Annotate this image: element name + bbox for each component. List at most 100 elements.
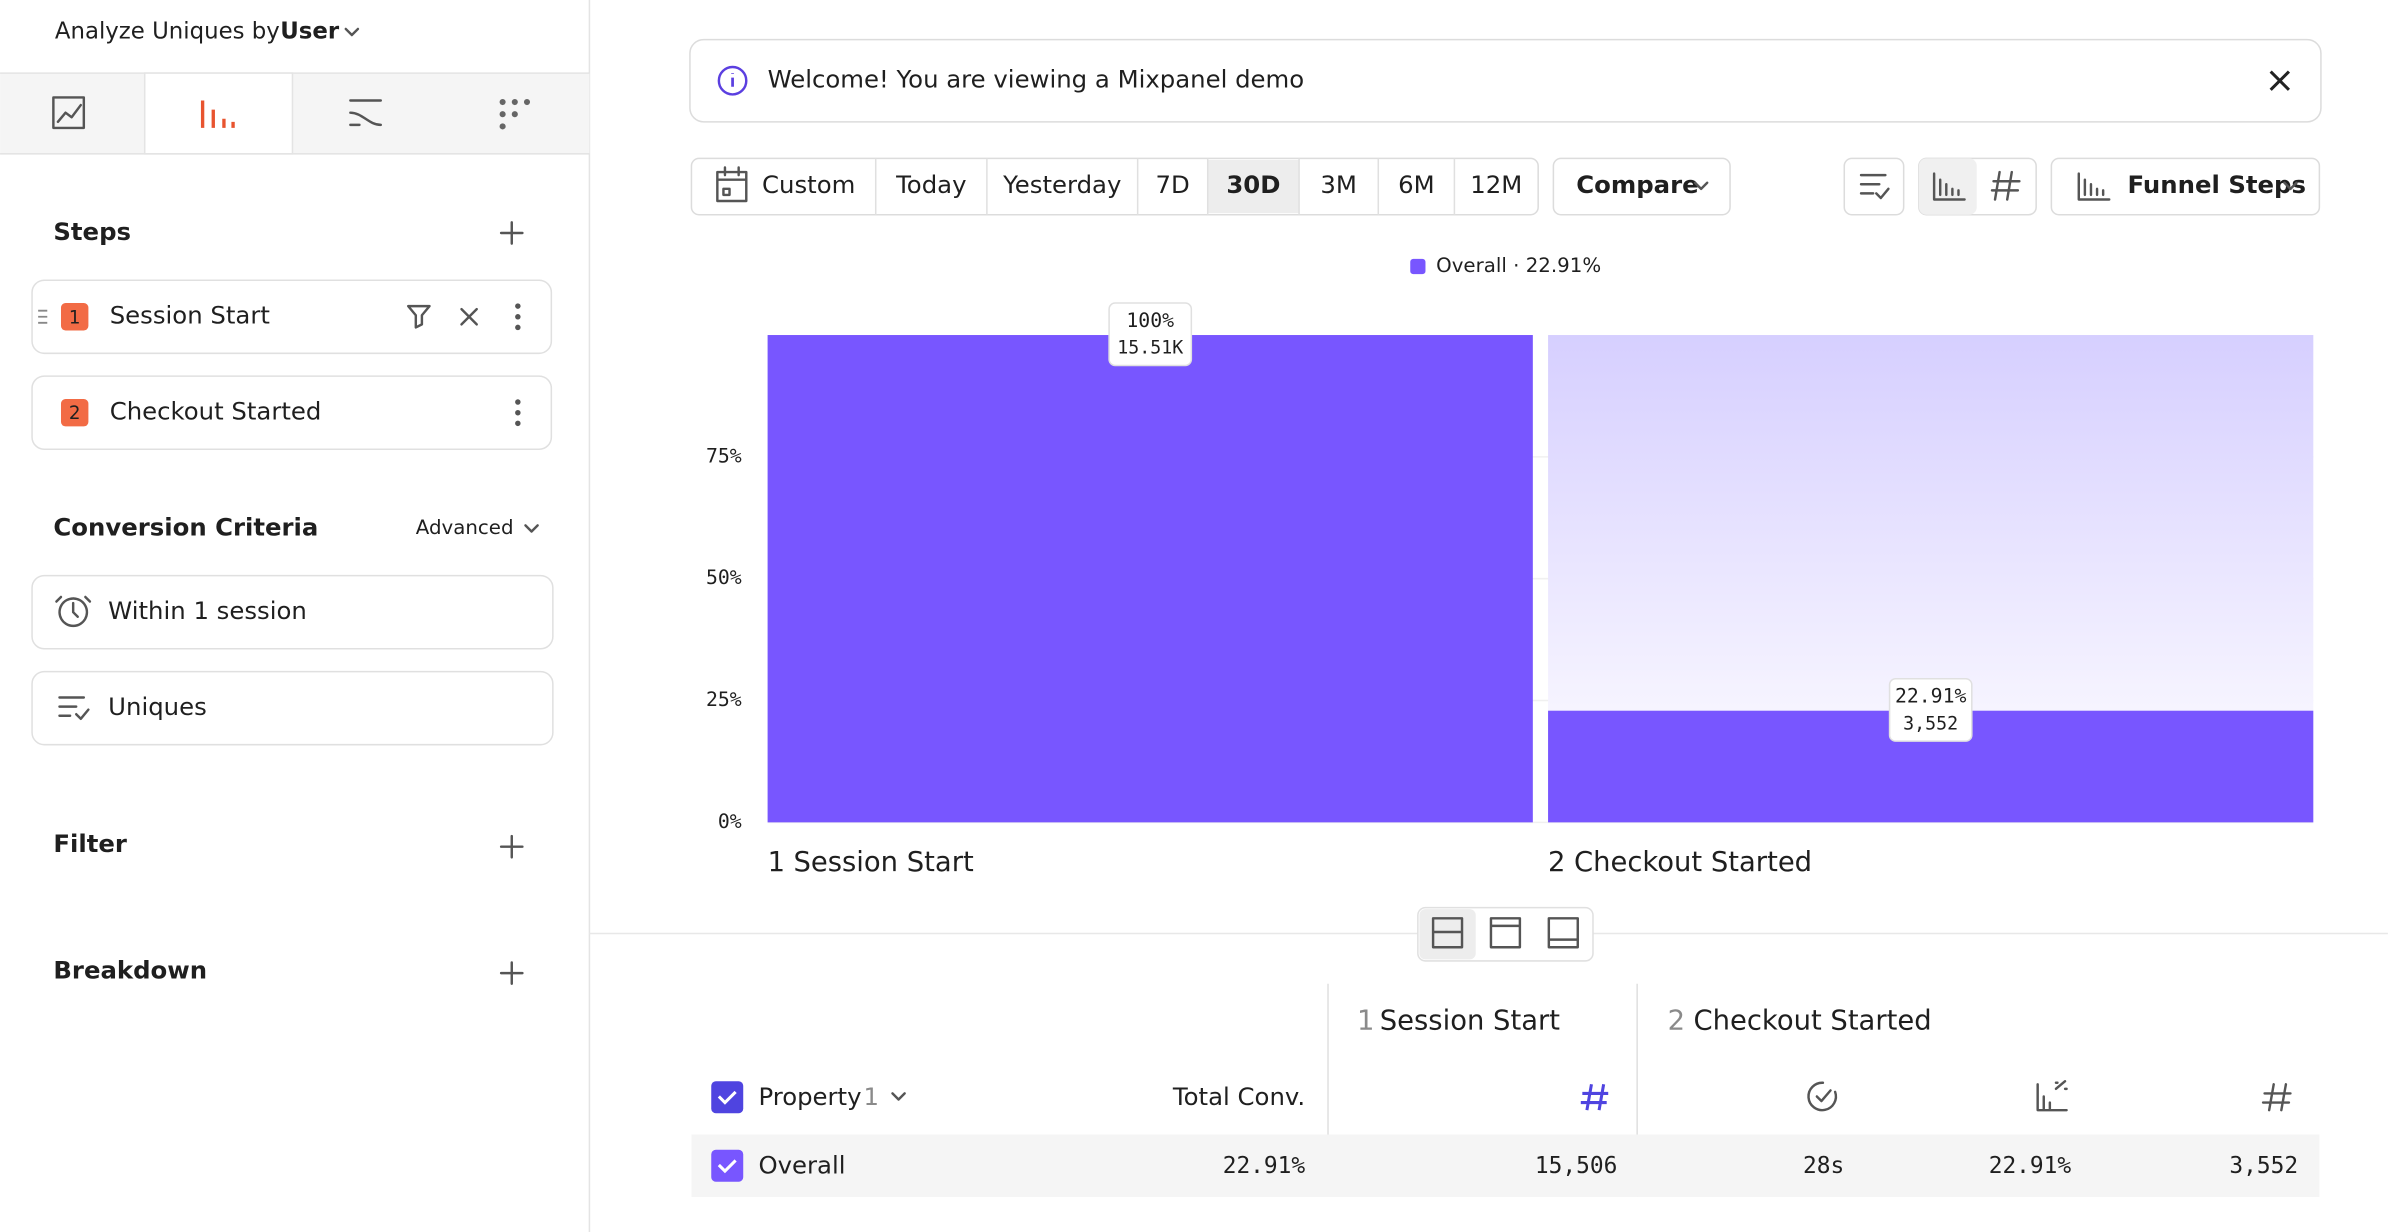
property-header[interactable]: Property: [758, 1082, 861, 1111]
number-view[interactable]: [1990, 170, 2021, 201]
criteria-card[interactable]: [31, 670, 554, 746]
filter-icon[interactable]: [406, 304, 431, 329]
bar-icon: [1932, 172, 1966, 201]
step-card[interactable]: [31, 279, 553, 355]
info-icon: [717, 65, 748, 96]
count-label: 3,552: [1903, 713, 1958, 734]
date-range[interactable]: Yesterday: [1002, 170, 1121, 199]
count-icon: [2261, 1083, 2292, 1112]
legend: Overall · 22.91%: [1436, 254, 1601, 277]
sort-icon: [1859, 173, 1890, 200]
count-label: 15.51K: [1117, 338, 1183, 359]
filter: Filter: [53, 829, 127, 858]
bar-view[interactable]: [1918, 158, 1977, 215]
y-tick-label: 0%: [718, 810, 742, 833]
date-range[interactable]: 7D: [1156, 170, 1190, 199]
remove-icon[interactable]: [460, 307, 478, 326]
total-conv-header: Total Conv.: [1172, 1082, 1305, 1111]
criteria-card[interactable]: [31, 574, 554, 650]
layout-active[interactable]: [1419, 909, 1476, 960]
steps-title: Steps: [53, 217, 131, 246]
x-tick-label: Checkout Started: [1574, 847, 1812, 878]
table-step-header: Checkout Started: [1694, 1005, 1932, 1036]
banner-text: Welcome! You are viewing a Mixpanel demo: [768, 65, 1305, 94]
step-badge: [60, 398, 89, 427]
step-number: 2: [69, 403, 81, 424]
step-number: 1: [69, 307, 81, 328]
chevron: [524, 524, 539, 533]
menu-dot[interactable]: [515, 314, 521, 320]
date-range[interactable]: 6M: [1398, 170, 1435, 199]
flows-tab[interactable]: [349, 99, 383, 127]
table-step-header: Session Start: [1380, 1005, 1560, 1036]
date-range[interactable]: 12M: [1470, 170, 1522, 199]
x-tick-label: Session Start: [793, 847, 973, 878]
y-tick-label: 75%: [706, 444, 742, 467]
criteria: Uniques: [108, 692, 207, 721]
criteria: Within 1 session: [108, 596, 307, 625]
table-row: [691, 1134, 2320, 1197]
retention-tab[interactable]: [499, 98, 531, 130]
time-icon: [1807, 1081, 1838, 1112]
add-step[interactable]: [499, 221, 524, 245]
layout-split: [1431, 917, 1464, 949]
close[interactable]: [2269, 70, 2291, 91]
step-number: 1: [768, 847, 785, 878]
checkbox[interactable]: [711, 1149, 744, 1182]
add-breakdown[interactable]: [499, 961, 524, 985]
menu-dot[interactable]: [515, 399, 521, 405]
view-button[interactable]: [2050, 157, 2321, 216]
date-range[interactable]: Today: [895, 170, 966, 199]
chevron: [2283, 181, 2298, 191]
add-filter[interactable]: [499, 834, 524, 859]
step-number: 2: [1548, 847, 1565, 878]
calendar-icon: [716, 166, 748, 203]
step-number: 1: [1357, 1005, 1374, 1036]
menu-dot[interactable]: [515, 324, 521, 331]
bar-icon: [2077, 172, 2111, 201]
step-name: Session Start: [110, 301, 270, 330]
view: Funnel Steps: [2128, 170, 2306, 199]
tab-bar: [0, 73, 590, 154]
chevron: [891, 1092, 906, 1101]
clock-icon: [55, 595, 92, 628]
sort-button[interactable]: [1843, 157, 1905, 216]
value-box: [1108, 302, 1193, 367]
check: [717, 1159, 737, 1174]
cell: 22.91%: [1223, 1153, 1306, 1179]
compare: Compare: [1576, 170, 1698, 199]
menu-dot[interactable]: [515, 303, 521, 309]
drop-off-area: [1548, 335, 2314, 711]
layout-table[interactable]: [1547, 917, 1579, 949]
date-range[interactable]: 3M: [1320, 170, 1357, 199]
breakdown: Breakdown: [53, 956, 207, 985]
cell: 28s: [1803, 1153, 1844, 1179]
date-range[interactable]: 30D: [1226, 170, 1280, 199]
analyze-value[interactable]: User: [280, 18, 340, 44]
step-name: Checkout Started: [110, 397, 322, 426]
checkbox[interactable]: [711, 1081, 744, 1114]
legend-swatch: [1410, 258, 1426, 275]
insights-tab[interactable]: [52, 96, 86, 130]
value-box: [1888, 677, 1973, 742]
value-label: 100%: [1126, 309, 1174, 332]
funnels-tab[interactable]: [200, 100, 235, 128]
step-number: 2: [1668, 1005, 1685, 1036]
menu-dot[interactable]: [515, 420, 521, 427]
drag-handle[interactable]: [38, 309, 48, 324]
compare-button[interactable]: [1552, 157, 1731, 216]
row-name: Overall: [758, 1151, 845, 1180]
y-tick-label: 50%: [706, 566, 742, 589]
cell: 22.91%: [1989, 1153, 2072, 1179]
cell: 3,552: [2229, 1153, 2298, 1179]
tab-active[interactable]: [143, 72, 294, 155]
advanced[interactable]: Advanced: [416, 516, 514, 539]
date-range[interactable]: Custom: [762, 170, 855, 199]
layout-chart[interactable]: [1489, 917, 1522, 949]
step-card[interactable]: [31, 375, 553, 451]
analyze-label: Analyze Uniques by: [55, 18, 280, 44]
menu-dot[interactable]: [515, 409, 521, 416]
date-selected[interactable]: [1207, 159, 1300, 214]
conv-icon: [2036, 1080, 2068, 1112]
